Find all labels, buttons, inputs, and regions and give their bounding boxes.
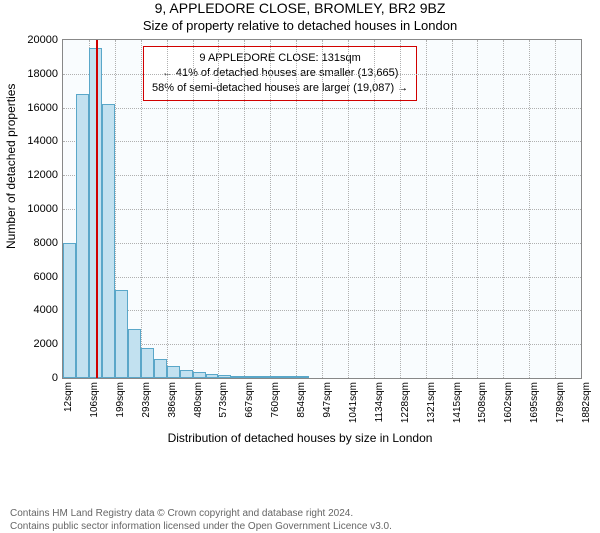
histogram-bar (231, 376, 244, 378)
ytick-label: 10000 (27, 203, 58, 215)
gridline-v (555, 40, 556, 378)
annotation-line1: 9 APPLEDORE CLOSE: 131sqm (152, 51, 408, 66)
gridline-v (348, 40, 349, 378)
histogram-bar (76, 94, 89, 378)
xtick-label: 386sqm (167, 382, 178, 418)
xtick-label: 1228sqm (400, 382, 411, 423)
xtick-label: 760sqm (270, 382, 281, 418)
histogram-bar (244, 376, 257, 378)
gridline-v (374, 40, 375, 378)
ytick-label: 2000 (34, 338, 58, 350)
gridline-v (270, 40, 271, 378)
histogram-bar (63, 243, 76, 378)
xtick-label: 1508sqm (477, 382, 488, 423)
histogram-bar (193, 372, 206, 378)
gridline-v (296, 40, 297, 378)
histogram-bar (296, 376, 309, 378)
footer-line1: Contains HM Land Registry data © Crown c… (10, 507, 590, 520)
xtick-label: 1602sqm (503, 382, 514, 423)
gridline-v (193, 40, 194, 378)
ytick-label: 16000 (27, 102, 58, 114)
histogram-bar (128, 329, 141, 378)
xtick-label: 1789sqm (555, 382, 566, 423)
histogram-bar (283, 376, 296, 378)
footer: Contains HM Land Registry data © Crown c… (0, 501, 600, 533)
figure: 9, APPLEDORE CLOSE, BROMLEY, BR2 9BZ Siz… (0, 0, 600, 500)
ytick-label: 20000 (27, 34, 58, 46)
xtick-label: 1321sqm (426, 382, 437, 423)
ytick-label: 6000 (34, 271, 58, 283)
xtick-label: 947sqm (322, 382, 333, 418)
histogram-bar (167, 366, 180, 378)
ytick-label: 18000 (27, 68, 58, 80)
gridline-v (322, 40, 323, 378)
xtick-label: 854sqm (296, 382, 307, 418)
ytick-label: 14000 (27, 135, 58, 147)
footer-line2: Contains public sector information licen… (10, 520, 590, 533)
ytick-label: 8000 (34, 237, 58, 249)
histogram-bar (141, 348, 154, 378)
gridline-v (452, 40, 453, 378)
plot-area: 9 APPLEDORE CLOSE: 131sqm ← 41% of detac… (62, 39, 582, 379)
chart-subtitle: Size of property relative to detached ho… (0, 18, 600, 33)
histogram-bar (115, 290, 128, 378)
xtick-label: 480sqm (193, 382, 204, 418)
xtick-label: 667sqm (244, 382, 255, 418)
histogram-bar (257, 376, 270, 378)
xtick-label: 106sqm (89, 382, 100, 418)
gridline-v (426, 40, 427, 378)
gridline-v (400, 40, 401, 378)
histogram-bar (270, 376, 283, 378)
histogram-bar (218, 375, 231, 378)
y-axis-label: Number of detached properties (4, 84, 18, 249)
xtick-label: 1041sqm (348, 382, 359, 423)
histogram-bar (154, 359, 167, 378)
x-axis-label: Distribution of detached houses by size … (0, 431, 600, 445)
gridline-v (141, 40, 142, 378)
gridline-v (244, 40, 245, 378)
ytick-label: 4000 (34, 304, 58, 316)
gridline-v (529, 40, 530, 378)
gridline-v (477, 40, 478, 378)
histogram-bar (206, 374, 219, 378)
gridline-v (167, 40, 168, 378)
histogram-bar (180, 370, 193, 378)
histogram-bar (102, 104, 115, 378)
chart-title: 9, APPLEDORE CLOSE, BROMLEY, BR2 9BZ (0, 0, 600, 16)
ytick-label: 12000 (27, 169, 58, 181)
xtick-label: 1415sqm (452, 382, 463, 423)
xtick-label: 1882sqm (581, 382, 592, 423)
xtick-label: 12sqm (63, 382, 74, 412)
xtick-label: 293sqm (141, 382, 152, 418)
xtick-label: 1695sqm (529, 382, 540, 423)
xtick-label: 1134sqm (374, 382, 385, 422)
gridline-v (503, 40, 504, 378)
chart-area: Number of detached properties 9 APPLEDOR… (0, 39, 600, 501)
xtick-label: 573sqm (218, 382, 229, 418)
xtick-label: 199sqm (115, 382, 126, 418)
marker-line (96, 40, 98, 378)
annotation-line3: 58% of semi-detached houses are larger (… (152, 81, 408, 96)
ytick-label: 0 (52, 372, 58, 384)
gridline-v (218, 40, 219, 378)
